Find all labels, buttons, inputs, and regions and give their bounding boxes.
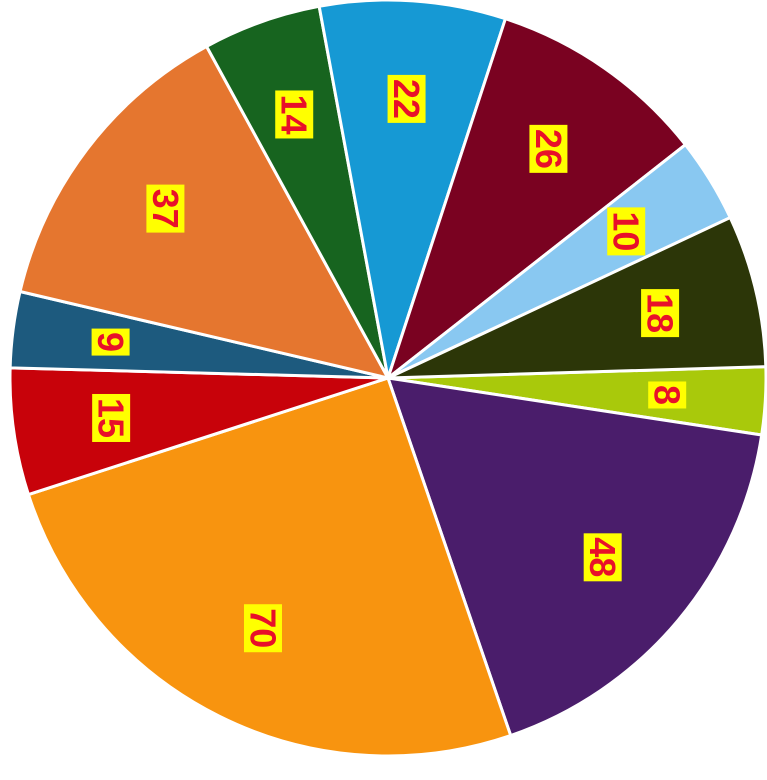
data-label-background <box>607 207 646 256</box>
data-label-background <box>92 393 131 442</box>
data-label-text: 14 <box>274 94 315 134</box>
data-label-background <box>648 381 687 409</box>
data-label-10: 10 <box>606 207 647 256</box>
pie-slice-26 <box>386 17 687 380</box>
data-label-9: 9 <box>90 328 131 356</box>
data-label-text: 22 <box>386 79 427 119</box>
data-label-background <box>91 328 130 356</box>
data-label-background <box>641 289 680 338</box>
pie-slices <box>8 0 767 758</box>
data-label-text: 26 <box>528 129 569 169</box>
data-label-70: 70 <box>242 604 283 653</box>
data-label-background <box>243 604 282 653</box>
data-label-text: 8 <box>647 385 688 405</box>
data-label-background <box>146 184 185 233</box>
data-label-18: 18 <box>640 289 681 338</box>
data-label-text: 37 <box>145 189 186 229</box>
data-label-text: 48 <box>582 537 623 577</box>
pie-slice-70 <box>26 376 513 758</box>
data-label-48: 48 <box>582 533 623 582</box>
data-label-text: 15 <box>91 398 132 438</box>
data-label-background <box>583 533 622 582</box>
data-label-15: 15 <box>91 393 132 442</box>
data-label-background <box>529 124 568 173</box>
data-label-text: 10 <box>606 211 647 251</box>
data-label-text: 70 <box>242 608 283 648</box>
data-label-26: 26 <box>528 124 569 173</box>
pie-data-labels: 8 48 70 15 9 37 14 22 26 10 18 <box>90 74 688 653</box>
data-label-37: 37 <box>145 184 186 233</box>
data-label-8: 8 <box>647 381 688 409</box>
data-label-background <box>387 74 426 123</box>
pie-slice-22 <box>317 0 507 380</box>
data-label-background <box>275 90 314 139</box>
pie-slice-37 <box>18 44 390 380</box>
data-label-text: 9 <box>90 332 131 352</box>
data-label-text: 18 <box>640 293 681 333</box>
pie-slice-18 <box>386 216 767 380</box>
data-label-22: 22 <box>386 74 427 123</box>
data-label-14: 14 <box>274 90 315 139</box>
